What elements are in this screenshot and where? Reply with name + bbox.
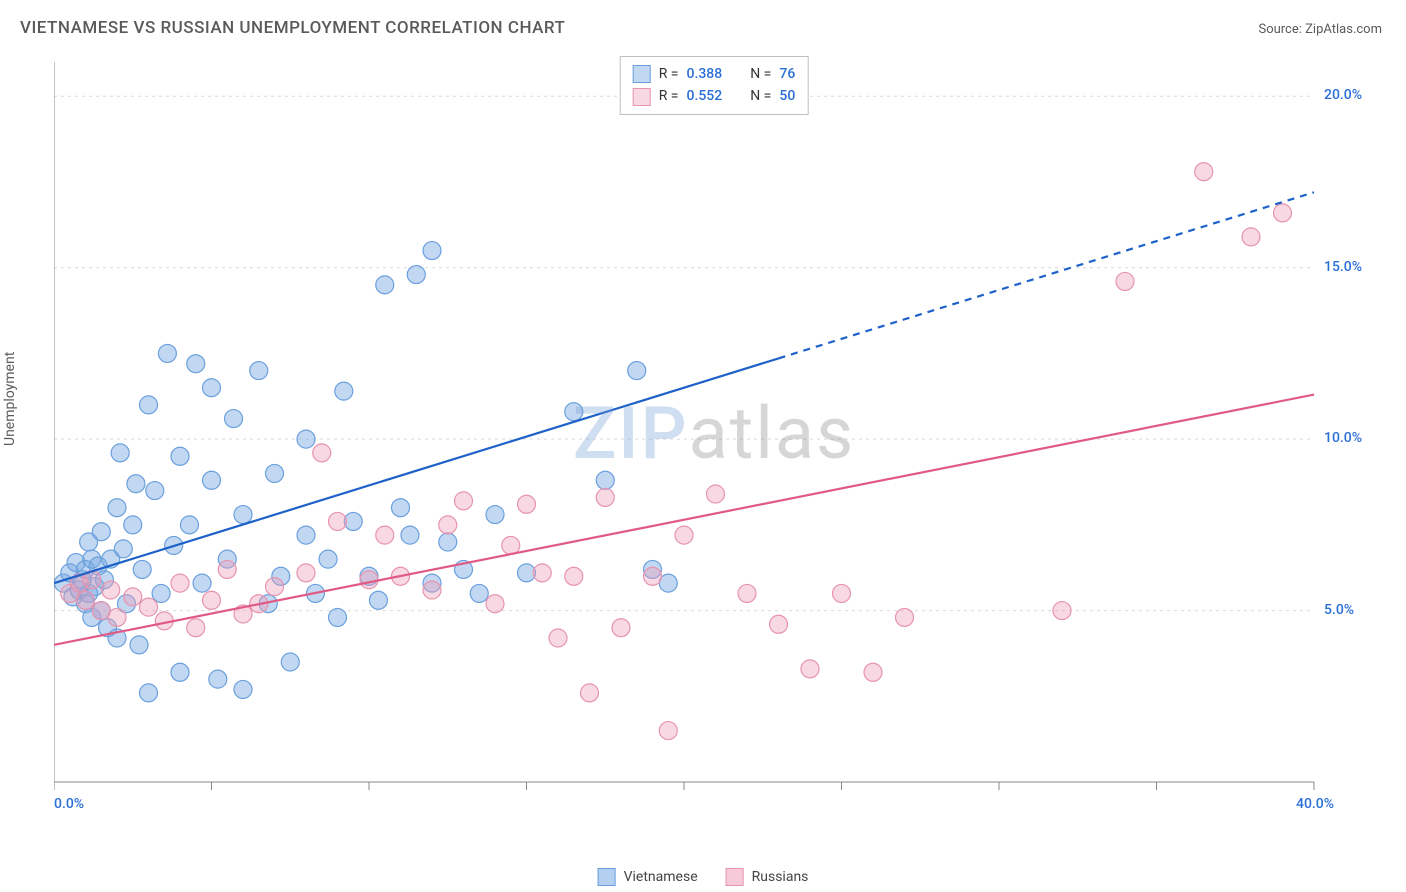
series-legend: Vietnamese Russians bbox=[598, 868, 809, 886]
axis-tick-label: 10.0% bbox=[1324, 430, 1362, 446]
source-attribution: Source: ZipAtlas.com bbox=[1258, 22, 1382, 37]
legend-r-value: 0.388 bbox=[687, 63, 723, 85]
axis-tick-label: 40.0% bbox=[1296, 796, 1334, 812]
source-name: ZipAtlas.com bbox=[1305, 22, 1382, 37]
correlation-legend-box: R = 0.388 N = 76 R = 0.552 N = 50 bbox=[620, 56, 809, 115]
legend-swatch bbox=[633, 88, 651, 106]
legend-swatch bbox=[726, 868, 744, 886]
source-prefix: Source: bbox=[1258, 22, 1305, 37]
legend-series-label: Vietnamese bbox=[624, 869, 698, 885]
legend-r-label: R = bbox=[659, 85, 679, 107]
legend-n-value: 76 bbox=[779, 63, 795, 85]
chart-container: VIETNAMESE VS RUSSIAN UNEMPLOYMENT CORRE… bbox=[0, 0, 1406, 892]
legend-n-value: 50 bbox=[779, 85, 795, 107]
series-legend-item: Vietnamese bbox=[598, 868, 698, 886]
legend-r-label: R = bbox=[659, 63, 679, 85]
legend-n-label: N = bbox=[750, 63, 771, 85]
legend-swatch bbox=[633, 65, 651, 83]
legend-row: R = 0.388 N = 76 bbox=[633, 63, 796, 85]
axis-tick-label: 5.0% bbox=[1324, 602, 1354, 618]
axis-tick-label: 20.0% bbox=[1324, 87, 1362, 103]
scatter-plot-svg bbox=[54, 52, 1374, 832]
axis-tick-label: 15.0% bbox=[1324, 259, 1362, 275]
axis-tick-label: 0.0% bbox=[54, 796, 84, 812]
series-legend-item: Russians bbox=[726, 868, 809, 886]
legend-n-label: N = bbox=[750, 85, 771, 107]
y-axis-label: Unemployment bbox=[2, 352, 18, 446]
legend-swatch bbox=[598, 868, 616, 886]
legend-row: R = 0.552 N = 50 bbox=[633, 85, 796, 107]
legend-series-label: Russians bbox=[752, 869, 809, 885]
plot-area: ZIPatlas R =0.388N =76R =0.552N =50 bbox=[54, 52, 1374, 832]
legend-r-value: 0.552 bbox=[687, 85, 723, 107]
chart-title: VIETNAMESE VS RUSSIAN UNEMPLOYMENT CORRE… bbox=[20, 18, 565, 38]
